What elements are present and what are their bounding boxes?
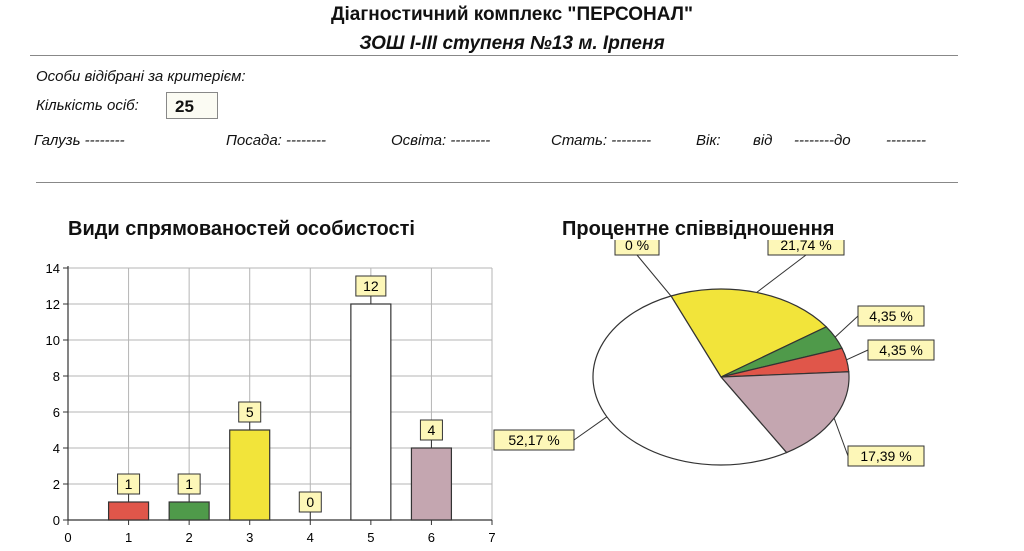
data-label: 1 (125, 476, 133, 492)
pie-label-leader (573, 416, 608, 441)
y-tick-label: 14 (46, 261, 60, 276)
age-to-value: -------- (886, 132, 926, 149)
report-subtitle: ЗОШ І-ІІІ ступеня №13 м. Ірпеня (359, 33, 665, 54)
bar (229, 429, 271, 521)
data-label-box (117, 473, 141, 495)
pie-slice (670, 288, 828, 378)
pie-label-box (847, 445, 925, 467)
x-tick-label: 4 (307, 530, 314, 545)
pie-label: 0 % (625, 240, 649, 253)
gender-filter: Стать: -------- (551, 132, 652, 149)
x-tick-label: 2 (186, 530, 193, 545)
pie-chart-title: Процентне співвідношення (562, 218, 835, 240)
x-tick-label: 3 (246, 530, 253, 545)
data-label-box (419, 419, 443, 441)
data-label: 4 (428, 422, 436, 438)
bar (107, 501, 150, 521)
pie-label-leader (636, 254, 672, 297)
x-tick-label: 1 (125, 530, 132, 545)
pie-label-box (867, 339, 935, 361)
count-label: Кількість осіб: (36, 97, 139, 114)
y-tick-label: 8 (53, 369, 60, 384)
data-label-box (177, 473, 201, 495)
pie-label-box (614, 240, 660, 256)
data-label: 5 (246, 404, 254, 420)
x-tick-label: 0 (64, 530, 71, 545)
bar (168, 501, 210, 521)
data-label-box (355, 275, 387, 297)
y-tick-label: 10 (46, 333, 60, 348)
y-tick-label: 4 (53, 441, 60, 456)
education-filter: Освіта: -------- (391, 132, 491, 149)
pie-label: 52,17 % (508, 432, 559, 448)
data-label: 0 (306, 494, 314, 510)
x-tick-label: 6 (428, 530, 435, 545)
pie-label-leader (833, 417, 849, 457)
y-tick-label: 6 (53, 405, 60, 420)
pie-chart: 0 % 21,74 % 4,35 % 4,35 % 17,39 % 52,17 % (493, 240, 935, 467)
pie-label: 21,74 % (780, 240, 831, 253)
age-from-label: від (753, 132, 773, 149)
y-tick-label: 0 (53, 513, 60, 528)
data-label: 12 (363, 278, 379, 294)
bar-chart-title: Види спрямованостей особистості (68, 218, 415, 240)
age-to-label: --------до (794, 132, 851, 149)
pie-label: 17,39 % (860, 448, 911, 464)
pie-label-box (767, 240, 845, 256)
data-label-box (298, 491, 322, 513)
pie-slice (719, 371, 850, 454)
x-tick-label: 7 (488, 530, 495, 545)
pie-label: 4,35 % (869, 308, 913, 324)
count-field: 25 (166, 92, 218, 119)
data-label: 1 (185, 476, 193, 492)
bar (410, 447, 453, 521)
pie-slice (592, 295, 788, 466)
position-filter: Посада: -------- (226, 132, 326, 149)
pie-label-leader (756, 254, 807, 293)
pie-label-box (857, 305, 925, 327)
report-title: Діагностичний комплекс "ПЕРСОНАЛ" (330, 4, 694, 25)
x-tick-label: 5 (367, 530, 374, 545)
bar (350, 303, 392, 521)
age-label: Вік: (696, 132, 721, 149)
data-label-box (238, 401, 262, 423)
y-tick-label: 2 (53, 477, 60, 492)
header-divider (30, 55, 958, 56)
pie-label: 4,35 % (879, 342, 923, 358)
y-tick-label: 12 (46, 297, 60, 312)
selection-criteria-label: Особи відібрані за критерієм: (36, 68, 246, 85)
filters-divider (36, 182, 958, 183)
pie-label-box (493, 429, 575, 451)
pie-label-leader (834, 315, 859, 338)
pie-label-leader (846, 349, 869, 361)
industry-filter: Галузь -------- (34, 132, 125, 149)
